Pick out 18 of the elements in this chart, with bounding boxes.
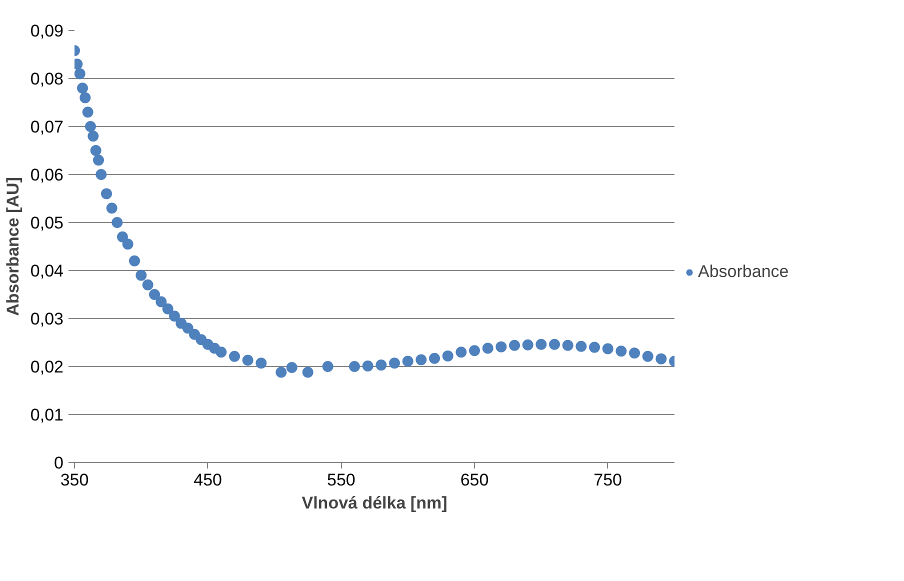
x-tick-label: 350	[60, 470, 89, 490]
y-tick-label: 0,07	[30, 118, 64, 136]
y-tick-label: 0,03	[30, 310, 64, 328]
x-tick-label: 750	[594, 470, 622, 490]
x-tick-label: 650	[460, 470, 489, 490]
y-tick-label: 0,06	[30, 166, 64, 184]
y-tick-label: 0,08	[30, 70, 64, 88]
y-tick-label: 0,05	[30, 214, 64, 232]
legend-label: Absorbance	[698, 262, 789, 282]
y-tick-label: 0,01	[30, 406, 64, 424]
y-tick-label: 0,04	[30, 262, 64, 280]
x-tick-label: 550	[326, 470, 356, 490]
y-tick-label: 0,09	[30, 22, 64, 40]
y-tick-label: 0	[54, 454, 64, 472]
y-tick-label: 0,02	[30, 358, 64, 376]
x-tick-label: 450	[194, 470, 222, 490]
x-axis-title: Vlnová délka [nm]	[302, 494, 448, 512]
y-axis-title: Absorbance [AU]	[3, 177, 22, 316]
